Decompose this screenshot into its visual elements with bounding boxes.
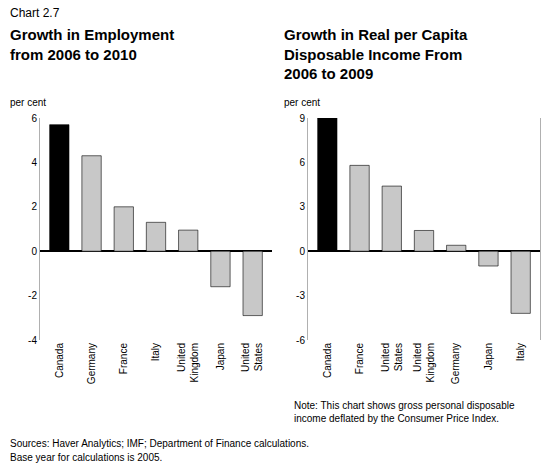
svg-text:UnitedStates: UnitedStates <box>240 343 264 372</box>
svg-text:6: 6 <box>299 157 305 168</box>
svg-text:-3: -3 <box>296 290 305 301</box>
svg-text:2: 2 <box>31 201 37 212</box>
svg-text:0: 0 <box>299 246 305 257</box>
svg-text:-2: -2 <box>28 290 37 301</box>
svg-text:0: 0 <box>31 246 37 257</box>
svg-text:France: France <box>118 343 129 375</box>
svg-text:Growth in Employmentfrom 2006: Growth in Employmentfrom 2006 to 2010 <box>10 26 174 63</box>
svg-text:UnitedStates: UnitedStates <box>380 343 404 372</box>
svg-text:6: 6 <box>31 113 37 124</box>
svg-text:France: France <box>354 343 365 375</box>
svg-text:per cent: per cent <box>284 97 320 108</box>
svg-text:Germany: Germany <box>86 343 97 384</box>
svg-text:-4: -4 <box>28 335 37 346</box>
svg-text:Canada: Canada <box>322 343 333 378</box>
svg-text:Growth in Real per CapitaDispo: Growth in Real per CapitaDisposable Inco… <box>284 26 468 82</box>
svg-text:-6: -6 <box>296 335 305 346</box>
svg-text:3: 3 <box>299 201 305 212</box>
svg-text:Germany: Germany <box>450 343 461 384</box>
svg-text:Italy: Italy <box>150 343 161 361</box>
svg-text:Chart 2.7: Chart 2.7 <box>10 6 60 20</box>
svg-text:9: 9 <box>299 113 305 124</box>
svg-text:Sources: Haver Analytics; IMF;: Sources: Haver Analytics; IMF; Departmen… <box>10 438 309 449</box>
svg-text:per cent: per cent <box>10 97 46 108</box>
svg-text:Japan: Japan <box>483 343 494 370</box>
svg-text:4: 4 <box>31 157 37 168</box>
svg-text:Canada: Canada <box>54 343 65 378</box>
svg-text:Note: This chart shows gross p: Note: This chart shows gross personal di… <box>294 400 515 424</box>
svg-text:Base year for calculations is: Base year for calculations is 2005. <box>10 452 162 463</box>
svg-text:Italy: Italy <box>515 343 526 361</box>
svg-text:Japan: Japan <box>215 343 226 370</box>
svg-text:UnitedKingdom: UnitedKingdom <box>176 343 200 382</box>
svg-text:UnitedKingdom: UnitedKingdom <box>412 343 436 382</box>
